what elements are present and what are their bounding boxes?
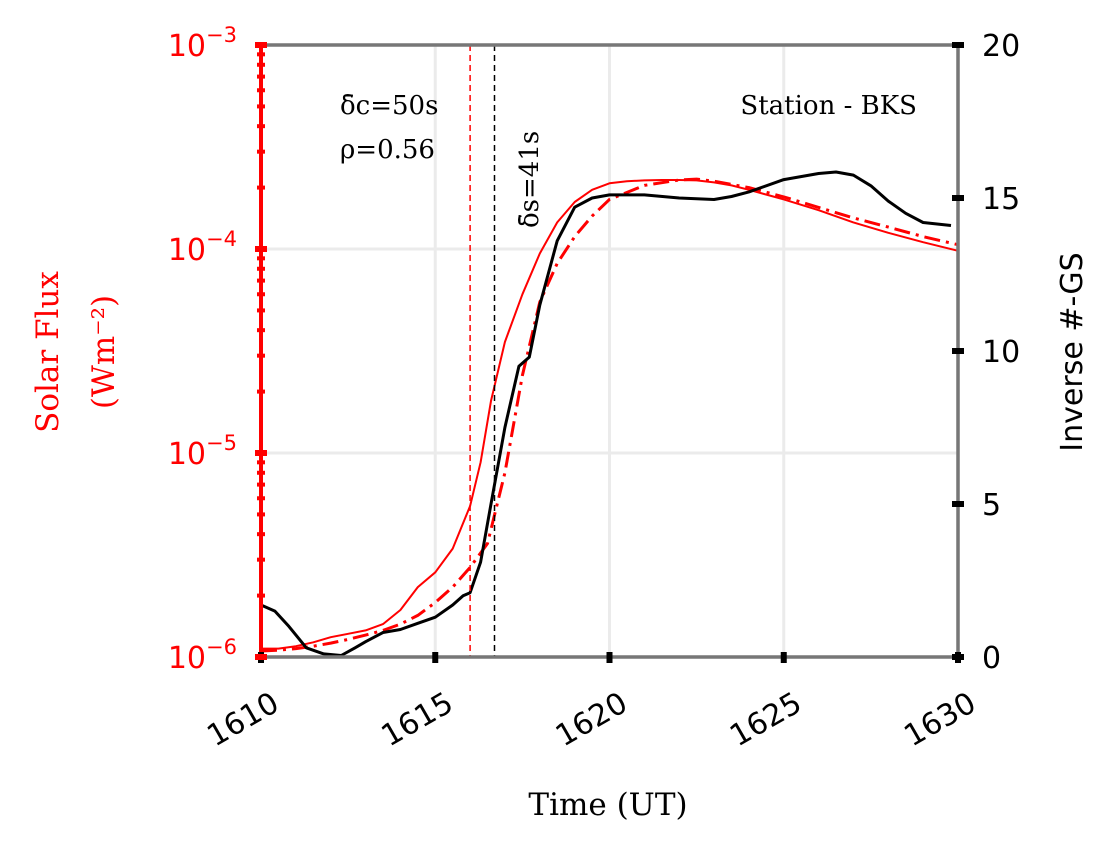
y-right-tick-label: 20 <box>982 29 1020 64</box>
grid-lines <box>261 45 958 657</box>
series-line-2 <box>260 177 959 653</box>
y-left-tick-label: 10−5 <box>168 431 237 472</box>
y-right-tick-label: 0 <box>982 641 1001 676</box>
y-right-ticks: 0 5 10 15 20 <box>952 29 1020 676</box>
y-right-tick-label: 10 <box>982 335 1020 370</box>
annotation-rho: ρ=0.56 <box>340 135 435 165</box>
series-line-3 <box>260 170 952 657</box>
y-left-label-line1: Solar Flux <box>30 271 66 433</box>
y-right-tick-label: 5 <box>982 488 1001 523</box>
x-axis-label: Time (UT) <box>528 787 687 823</box>
y-left-tick-label: 10−6 <box>168 635 237 676</box>
y-left-label: Solar Flux (Wm⁻²) <box>30 271 122 433</box>
y-left-tick-label: 10−4 <box>168 227 237 268</box>
annotation-delta-c: δ̄c=50s <box>340 91 438 121</box>
y-left-label-line2: (Wm⁻²) <box>86 295 122 409</box>
y-right-label: Inverse #-GS <box>1055 252 1090 451</box>
y-left-tick-label: 10−3 <box>168 23 237 64</box>
x-tick-label: 1615 <box>376 686 460 754</box>
x-tick-label: 1610 <box>201 686 285 754</box>
annotation-delta-s: δ̄s=41s <box>515 131 545 228</box>
x-tick-label: 1625 <box>724 686 808 754</box>
vertical-markers <box>469 45 496 657</box>
series-layer <box>260 170 959 657</box>
x-tick-label: 1620 <box>550 686 634 754</box>
y-left-ticks: 10−6 10−5 10−4 10−3 <box>168 23 267 676</box>
annotation-station: Station - BKS <box>740 91 917 121</box>
y-right-tick-label: 15 <box>982 182 1020 217</box>
x-tick-label: 1630 <box>898 686 982 754</box>
x-axis-ticks: 1610 1615 1620 1625 1630 <box>201 652 982 754</box>
